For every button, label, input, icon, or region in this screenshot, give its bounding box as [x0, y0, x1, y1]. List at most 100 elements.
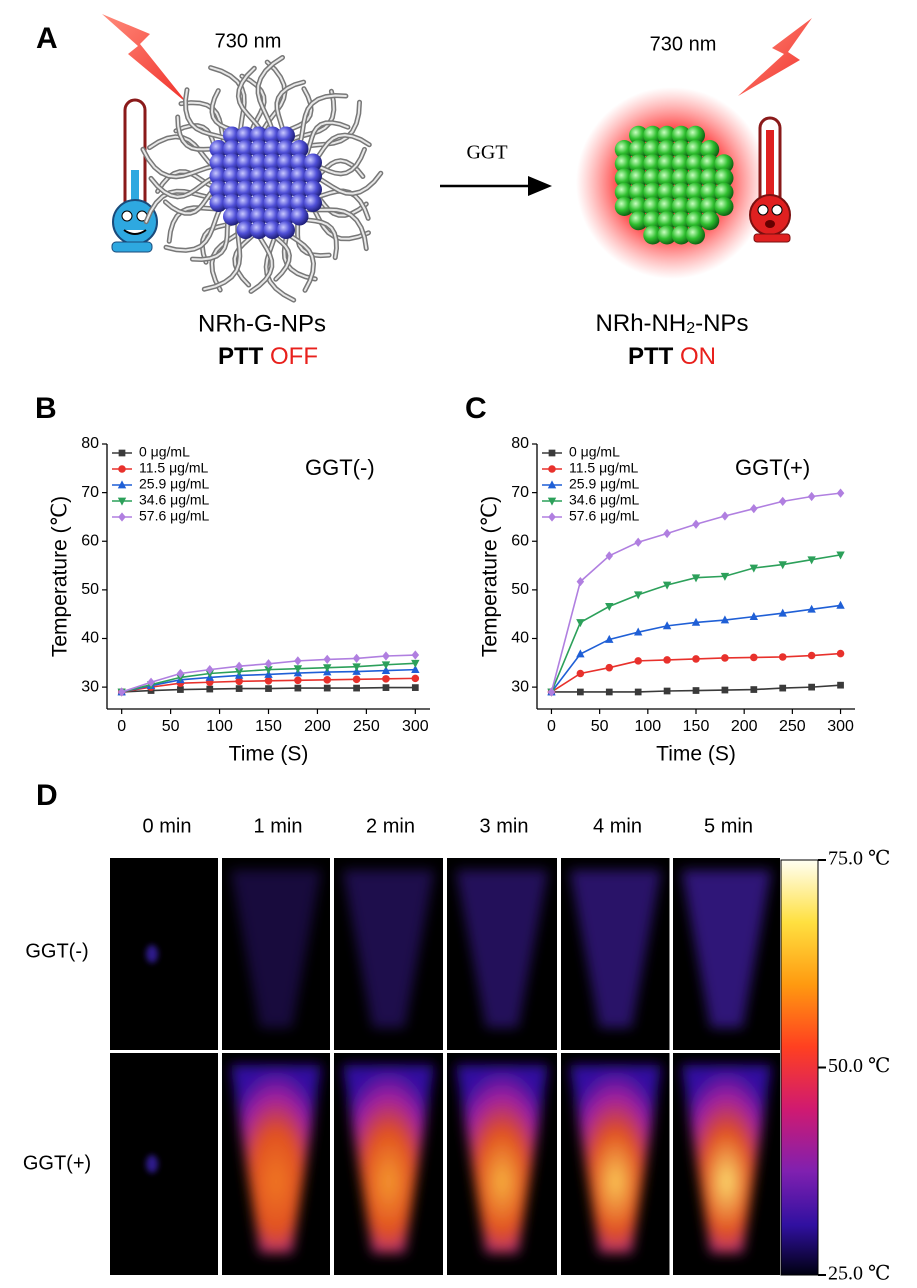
- sphere-unit: [277, 140, 295, 158]
- marker: [692, 519, 700, 529]
- sphere-unit: [250, 194, 268, 212]
- heat-glow: [681, 1065, 772, 1253]
- sphere-unit: [700, 154, 720, 174]
- sphere-unit: [223, 167, 241, 185]
- legend-marker: [118, 465, 126, 473]
- panel-label: A: [36, 22, 58, 55]
- marker: [264, 677, 273, 685]
- marker: [662, 621, 672, 630]
- legend-label: 0 μg/mL: [139, 444, 190, 460]
- marker: [721, 686, 729, 694]
- sphere-unit: [700, 168, 720, 188]
- sphere-unit: [304, 180, 322, 199]
- ptt-prefix: PTT: [628, 343, 674, 370]
- row-label: GGT(-): [25, 940, 88, 962]
- x-tick-label: 150: [255, 718, 282, 735]
- sphere-unit: [209, 153, 228, 172]
- marker: [411, 659, 420, 668]
- x-tick-label: 250: [353, 718, 380, 735]
- ptt-state-value: ON: [680, 343, 716, 370]
- marker: [807, 604, 816, 613]
- marker: [663, 528, 671, 539]
- column-label: 5 min: [704, 815, 753, 837]
- sphere-unit: [671, 225, 691, 245]
- sphere-unit: [250, 153, 268, 172]
- sphere-unit: [629, 154, 648, 174]
- marker: [264, 659, 273, 669]
- ligand-strand-highlight: [237, 67, 262, 132]
- sphere-unit: [223, 207, 241, 226]
- x-tick-label: 300: [402, 718, 429, 735]
- marker: [353, 684, 360, 692]
- heat-glow: [681, 870, 772, 1028]
- legend-marker: [548, 512, 556, 522]
- thermometer-hot: [749, 116, 791, 243]
- sphere-unit: [657, 140, 677, 159]
- legend-label: 25.9 μg/mL: [569, 476, 640, 492]
- sphere-unit: [223, 126, 241, 145]
- marker: [691, 617, 701, 626]
- legend-label: 0 μg/mL: [569, 444, 620, 460]
- marker: [576, 576, 585, 587]
- marker: [633, 627, 643, 636]
- marker: [294, 684, 302, 692]
- x-tick-label: 200: [304, 718, 331, 735]
- x-tick-label: 150: [683, 718, 710, 735]
- sphere-unit: [643, 168, 663, 188]
- marker: [411, 650, 420, 660]
- marker: [235, 661, 243, 671]
- sphere-unit: [209, 140, 228, 158]
- panel-label: B: [35, 392, 57, 425]
- y-tick-label: 50: [81, 581, 99, 598]
- y-tick-label: 80: [81, 435, 99, 452]
- marker: [323, 664, 332, 673]
- sphere-unit: [614, 140, 634, 159]
- x-axis-label: Time (S): [229, 743, 309, 766]
- x-tick-label: 200: [731, 718, 758, 735]
- ligand-strand-highlight: [275, 81, 305, 136]
- column-label: 4 min: [593, 815, 642, 837]
- ligand-strand-highlight: [305, 121, 349, 157]
- marker: [691, 574, 701, 583]
- heat-glow: [569, 1065, 662, 1253]
- marker: [234, 668, 244, 677]
- sphere-unit: [304, 167, 322, 185]
- sphere-unit: [223, 180, 241, 199]
- heat-spot: [146, 945, 158, 963]
- y-tick-label: 50: [511, 581, 529, 598]
- sphere-unit: [629, 140, 648, 159]
- sphere-unit: [236, 180, 255, 199]
- ligand-strand-highlight: [233, 228, 260, 286]
- sphere-unit: [263, 221, 282, 239]
- heat-glow: [230, 1065, 322, 1253]
- legend-label: 34.6 μg/mL: [569, 492, 640, 508]
- laser-label: 730 nm: [650, 33, 717, 55]
- arrow-head: [528, 176, 552, 196]
- sphere-unit: [686, 168, 705, 188]
- y-tick-label: 60: [511, 532, 529, 549]
- particle-name: NRh-G-NPs: [198, 310, 326, 337]
- legend-label: 34.6 μg/mL: [139, 492, 210, 508]
- sphere-unit: [277, 194, 295, 212]
- marker: [265, 685, 272, 692]
- heat-glow: [455, 1065, 549, 1253]
- marker: [323, 654, 332, 665]
- sphere-unit: [657, 225, 677, 245]
- marker: [836, 649, 845, 658]
- sphere-unit: [236, 153, 255, 172]
- marker: [381, 665, 391, 674]
- sphere-unit: [290, 167, 309, 185]
- name-part: -NPs: [695, 310, 748, 337]
- ptt-state: PTT ON: [628, 343, 716, 370]
- marker: [411, 674, 420, 683]
- ligand-strand-highlight: [265, 226, 295, 302]
- sphere-unit: [714, 197, 734, 216]
- marker: [117, 687, 126, 697]
- marker: [294, 656, 302, 666]
- sphere-unit: [700, 211, 720, 231]
- marker: [778, 653, 787, 661]
- ligand-strand-highlight: [296, 215, 331, 257]
- sphere-unit: [686, 154, 705, 174]
- sphere-unit: [263, 167, 282, 185]
- y-axis-label: Temperature (℃): [479, 496, 502, 657]
